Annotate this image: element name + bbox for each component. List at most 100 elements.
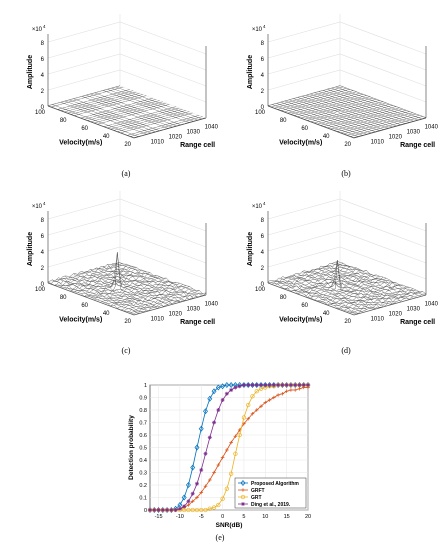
data-point — [148, 508, 152, 512]
x-axis-label: SNR(dB) — [216, 522, 243, 529]
legend-label: Ding et al., 2019. — [251, 502, 291, 508]
data-point — [152, 508, 157, 512]
x-tick-label: 1010 — [371, 317, 385, 323]
data-point — [199, 507, 204, 513]
x-tick-label: 1020 — [389, 135, 403, 141]
axes — [47, 211, 207, 316]
surface-line — [115, 263, 202, 296]
data-point — [216, 463, 221, 467]
surface-line — [127, 115, 200, 136]
y-tick-label: 0.8 — [139, 408, 147, 414]
data-point — [306, 383, 310, 387]
panel-caption: (b) — [341, 169, 351, 178]
data-point — [237, 384, 242, 389]
y-tick-label: 20 — [124, 319, 131, 325]
data-point — [203, 507, 208, 513]
data-point — [211, 505, 217, 510]
surface-line — [97, 104, 170, 125]
data-point — [220, 398, 225, 402]
surface-line — [111, 87, 198, 121]
panel-caption: (a) — [122, 169, 131, 178]
surface-line — [350, 116, 423, 137]
x-tick-label: 1040 — [205, 302, 219, 308]
surface-mesh — [267, 85, 427, 138]
data-point — [190, 507, 195, 513]
surface-line — [124, 113, 197, 135]
surface-line — [81, 96, 168, 129]
x-axis-label: Range cell — [400, 142, 435, 149]
surface-line — [94, 268, 181, 303]
surface-line — [320, 105, 393, 126]
base-edges — [47, 105, 207, 139]
data-point — [181, 494, 187, 501]
surface-line — [347, 114, 420, 136]
surface-line — [324, 106, 397, 127]
surface-line — [287, 268, 360, 290]
surface-line — [297, 260, 384, 306]
surface-line — [323, 266, 410, 300]
surface-line — [130, 116, 203, 137]
x-axis-label: Range cell — [400, 319, 435, 326]
x-axis-label: Range cell — [180, 142, 215, 149]
z-axis-label: Amplitude — [247, 55, 254, 89]
data-point — [228, 382, 234, 388]
data-point — [195, 495, 199, 500]
surface-line — [57, 265, 130, 286]
z-tick-label: 0 — [41, 105, 45, 111]
surface-line — [340, 112, 413, 133]
data-point — [289, 388, 293, 392]
z-tick-label: 8 — [41, 218, 45, 224]
surface-line — [310, 101, 384, 122]
z-axis-label: Amplitude — [247, 232, 254, 266]
surface-line — [51, 86, 124, 108]
data-point — [160, 508, 165, 512]
surface-line — [47, 85, 121, 106]
data-point — [280, 391, 285, 396]
surface-line — [110, 108, 183, 130]
surface-line — [77, 272, 150, 293]
surface-line — [304, 274, 377, 296]
data-point — [233, 451, 238, 456]
data-point — [293, 388, 297, 392]
surface-line — [54, 88, 127, 109]
data-point — [233, 385, 238, 390]
surface-panel-2: 02468×104Amplitude20406080100Velocity(m/… — [27, 191, 219, 355]
surface-line — [274, 264, 347, 285]
surface-line — [90, 93, 177, 127]
surface-line — [107, 89, 194, 122]
data-point — [216, 408, 221, 412]
surface-line — [294, 270, 367, 292]
surface-line — [281, 90, 354, 111]
data-point — [203, 408, 208, 415]
surface-line — [310, 276, 384, 299]
data-point — [198, 425, 204, 432]
data-point — [220, 496, 225, 501]
y-tick-label: 20 — [344, 319, 351, 325]
y-axis-label: Velocity(m/s) — [59, 316, 102, 323]
y-tick-label: 20 — [124, 142, 131, 148]
surface-line — [90, 101, 164, 122]
x-tick-label: -5 — [199, 514, 204, 520]
z-exponent: ×10 — [252, 27, 263, 33]
surface-line — [297, 96, 370, 117]
surface-line — [102, 266, 190, 300]
surface-line — [339, 262, 427, 295]
surface-line — [281, 266, 354, 287]
data-point — [215, 384, 221, 391]
surface-panel-0: 02468×104Amplitude20406080100Velocity(m/… — [27, 14, 219, 178]
axes — [47, 34, 207, 139]
z-tick-label: 2 — [261, 89, 265, 95]
data-point — [254, 382, 260, 388]
surface-line — [293, 274, 380, 308]
surface-line — [127, 290, 200, 313]
surface-line — [327, 265, 414, 297]
y-tick-label: 1 — [144, 383, 147, 389]
data-point — [224, 391, 229, 396]
y-axis-label: Velocity(m/s) — [279, 316, 322, 323]
surface-line — [276, 280, 363, 312]
y-tick-label: 100 — [255, 287, 266, 293]
series-3 — [148, 383, 310, 512]
surface-line — [97, 280, 170, 301]
surface-mesh — [47, 252, 207, 315]
surface-line — [81, 271, 168, 305]
